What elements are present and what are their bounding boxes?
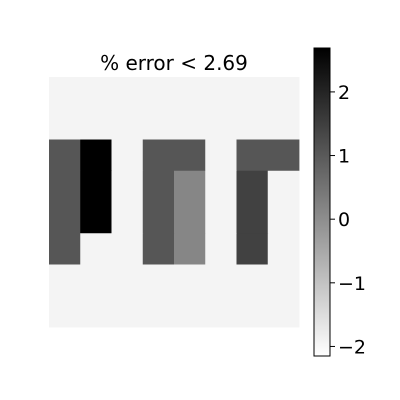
heatmap-cell-r4-c2 <box>111 202 144 234</box>
chart-title: % error < 2.69 <box>100 51 248 75</box>
colorbar-gradient <box>313 47 331 357</box>
heatmap-cell-r1-c3 <box>142 108 175 140</box>
heatmap-cell-r1-c5 <box>205 108 237 140</box>
heatmap-cell-r3-c7 <box>267 170 300 203</box>
heatmap-cell-r1-c4 <box>174 108 206 140</box>
heatmap-cell-r2-c2 <box>111 139 144 172</box>
heatmap-cell-r5-c7 <box>267 233 300 265</box>
heatmap-cell-r4-c0 <box>49 202 81 234</box>
heatmap-cell-r5-c6 <box>236 233 269 265</box>
colorbar-tick-label: 2 <box>338 82 350 104</box>
heatmap-cell-r0-c6 <box>236 77 269 109</box>
heatmap-cell-r7-c3 <box>142 295 175 328</box>
heatmap-cell-r3-c0 <box>49 170 81 203</box>
heatmap-cell-r5-c0 <box>49 233 81 265</box>
heatmap-cell-r5-c3 <box>142 233 175 265</box>
heatmap-cell-r3-c1 <box>80 170 112 203</box>
heatmap-cell-r7-c6 <box>236 295 269 328</box>
heatmap-cell-r3-c2 <box>111 170 144 203</box>
heatmap-cell-r7-c0 <box>49 295 81 328</box>
colorbar-ticks: 2 1 0 −1 −2 <box>330 82 366 358</box>
heatmap-cell-r6-c6 <box>236 264 269 297</box>
heatmap-cell-r2-c3 <box>142 139 175 172</box>
heatmap-cell-r4-c6 <box>236 202 269 234</box>
colorbar-tick-label: −2 <box>338 336 366 358</box>
heatmap-cell-r2-c7 <box>267 139 300 172</box>
heatmap-cell-r7-c1 <box>80 295 112 328</box>
colorbar-tick-label: −1 <box>338 273 366 295</box>
heatmap-cell-r6-c0 <box>49 264 81 297</box>
heatmap-cell-r7-c4 <box>174 295 206 328</box>
heatmap-cell-r1-c6 <box>236 108 269 140</box>
heatmap-cell-r3-c6 <box>236 170 269 203</box>
heatmap-cell-r7-c2 <box>111 295 144 328</box>
heatmap-cell-r3-c3 <box>142 170 175 203</box>
heatmap-cell-r2-c6 <box>236 139 269 172</box>
heatmap-cell-r4-c5 <box>205 202 237 234</box>
heatmap-cell-r6-c2 <box>111 264 144 297</box>
colorbar-tick-label: 1 <box>338 146 350 168</box>
heatmap-grid <box>49 77 300 328</box>
heatmap-cell-r7-c7 <box>267 295 300 328</box>
heatmap-cell-r4-c3 <box>142 202 175 234</box>
heatmap-cell-r0-c3 <box>142 77 175 109</box>
heatmap-cell-r0-c7 <box>267 77 300 109</box>
heatmap-cell-r6-c5 <box>205 264 237 297</box>
heatmap-cell-r2-c0 <box>49 139 81 172</box>
heatmap-cell-r1-c7 <box>267 108 300 140</box>
heatmap-cell-r1-c2 <box>111 108 144 140</box>
heatmap-cell-r4-c1 <box>80 202 112 234</box>
heatmap-cell-r0-c0 <box>49 77 81 109</box>
colorbar-tick-label: 0 <box>338 209 350 231</box>
heatmap-cell-r2-c5 <box>205 139 237 172</box>
colorbar: 2 1 0 −1 −2 <box>313 47 366 358</box>
heatmap-cell-r5-c2 <box>111 233 144 265</box>
heatmap-cell-r5-c4 <box>174 233 206 265</box>
heatmap-cell-r2-c4 <box>174 139 206 172</box>
heatmap-cell-r0-c4 <box>174 77 206 109</box>
heatmap-cell-r0-c1 <box>80 77 112 109</box>
heatmap-cell-r7-c5 <box>205 295 237 328</box>
heatmap-cell-r3-c5 <box>205 170 237 203</box>
heatmap-cell-r5-c5 <box>205 233 237 265</box>
heatmap-cell-r6-c1 <box>80 264 112 297</box>
heatmap-cell-r5-c1 <box>80 233 112 265</box>
heatmap-cell-r0-c2 <box>111 77 144 109</box>
heatmap-cell-r6-c3 <box>142 264 175 297</box>
heatmap-cell-r6-c7 <box>267 264 300 297</box>
heatmap-cell-r6-c4 <box>174 264 206 297</box>
heatmap-cell-r4-c7 <box>267 202 300 234</box>
heatmap-cell-r1-c1 <box>80 108 112 140</box>
heatmap-cell-r3-c4 <box>174 170 206 203</box>
heatmap-cell-r4-c4 <box>174 202 206 234</box>
heatmap-cell-r0-c5 <box>205 77 237 109</box>
heatmap-cell-r1-c0 <box>49 108 81 140</box>
heatmap-cell-r2-c1 <box>80 139 112 172</box>
